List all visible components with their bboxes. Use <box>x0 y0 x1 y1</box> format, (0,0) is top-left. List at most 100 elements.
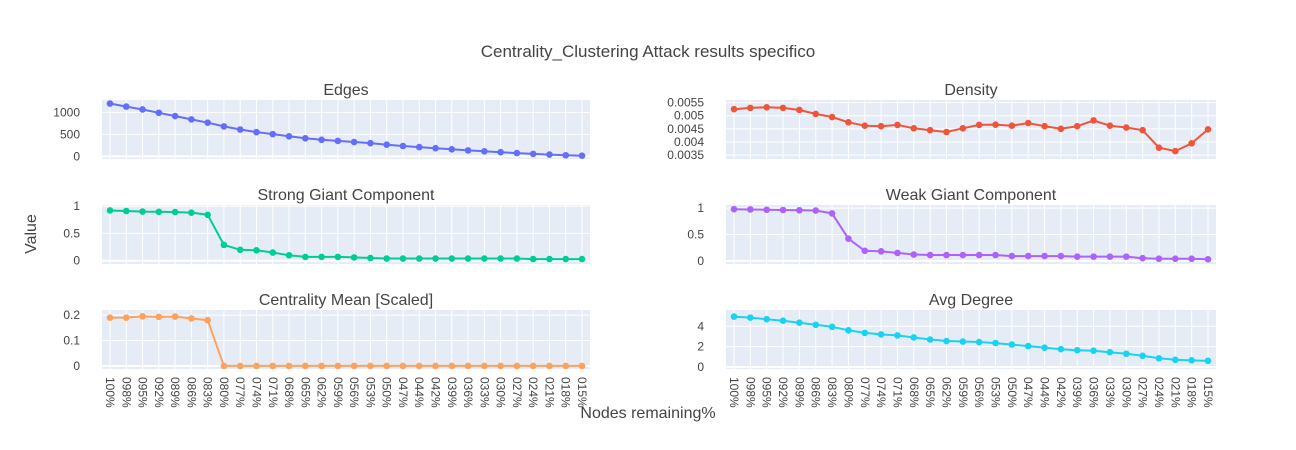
x-tick-label: 027% <box>510 377 524 408</box>
data-point <box>975 121 983 129</box>
data-point <box>1008 122 1016 129</box>
data-point <box>269 130 277 138</box>
y-axis-label: Value <box>23 214 40 254</box>
data-point <box>529 150 537 158</box>
data-point <box>513 149 521 157</box>
data-point <box>285 362 293 370</box>
data-point <box>448 146 456 153</box>
x-tick-label: 092% <box>776 377 790 408</box>
data-point <box>334 362 342 370</box>
data-point <box>432 255 439 262</box>
subplot-title: Weak Giant Component <box>886 187 1057 204</box>
y-tick-label: 0 <box>73 254 80 268</box>
data-point <box>1139 254 1146 262</box>
data-point <box>236 362 244 370</box>
x-tick-label: 100% <box>727 377 741 408</box>
data-point <box>578 152 586 159</box>
x-tick-label: 098% <box>743 377 757 408</box>
x-tick-label: 077% <box>858 377 872 408</box>
y-tick-label: 0.1 <box>63 334 80 348</box>
x-tick-label: 095% <box>136 377 150 408</box>
data-point <box>992 251 999 259</box>
y-tick-label: 0.5 <box>63 226 80 240</box>
data-point <box>122 103 130 110</box>
plot-area <box>102 310 590 369</box>
data-point <box>894 249 901 257</box>
subplot-1: 0 500 1000 Edges <box>53 82 590 163</box>
data-point <box>318 253 325 261</box>
subplot-4: 0 0.5 1 Weak Giant Component <box>687 187 1216 268</box>
y-tick-label: 0.0045 <box>667 122 704 136</box>
data-point <box>1172 356 1179 364</box>
data-point <box>1188 255 1195 263</box>
data-point <box>992 121 999 128</box>
x-tick-label: 027% <box>1136 377 1150 408</box>
data-point <box>926 336 934 343</box>
data-point <box>497 362 504 370</box>
plot-area <box>102 205 590 264</box>
x-tick-label: 030% <box>494 377 508 408</box>
data-point <box>910 334 918 341</box>
data-point <box>350 254 358 261</box>
data-point <box>779 317 787 324</box>
x-tick-label: 024% <box>526 377 540 408</box>
data-point <box>546 151 553 158</box>
data-point <box>845 235 852 243</box>
data-point <box>220 123 228 130</box>
x-tick-label: 059% <box>956 377 970 408</box>
data-point <box>959 125 967 132</box>
data-point <box>861 122 869 129</box>
data-point <box>448 255 456 262</box>
x-tick-label: 086% <box>184 377 198 408</box>
data-point <box>529 255 537 263</box>
subplot-title: Density <box>944 82 997 99</box>
y-tick-label: 4 <box>697 319 704 333</box>
data-point <box>367 139 374 147</box>
data-point <box>106 314 114 321</box>
data-point <box>464 362 472 370</box>
y-tick-label: 0.2 <box>63 308 80 322</box>
data-point <box>1024 119 1032 127</box>
x-tick-label: 039% <box>1070 377 1084 408</box>
data-point <box>350 138 358 146</box>
x-tick-label: 044% <box>412 377 426 408</box>
data-point <box>877 331 885 338</box>
x-tick-label: 042% <box>1054 377 1068 408</box>
data-point <box>1155 355 1163 362</box>
subplot-6: 0 2 4 Avg Degree 100% 098% 095% 092% 089% 086% 083… <box>697 292 1216 408</box>
x-tick-label: 089% <box>792 377 806 408</box>
y-tick-label: 0 <box>73 359 80 373</box>
data-point <box>926 126 934 134</box>
data-point <box>155 109 163 117</box>
data-point <box>513 362 521 370</box>
plot-area <box>102 100 590 159</box>
data-point <box>481 362 488 370</box>
data-point <box>1073 122 1081 130</box>
data-point <box>845 327 852 334</box>
data-point <box>747 104 754 112</box>
data-point <box>877 122 885 130</box>
data-point <box>975 251 983 259</box>
data-point <box>383 255 390 262</box>
x-tick-label: 065% <box>298 377 312 408</box>
data-point <box>861 329 869 337</box>
y-tick-label: 0.004 <box>674 135 704 149</box>
data-point <box>171 313 179 320</box>
data-point <box>383 141 390 148</box>
data-point <box>204 316 211 324</box>
data-point <box>779 104 787 112</box>
data-point <box>334 137 342 145</box>
data-point <box>747 206 754 213</box>
data-point <box>415 362 423 370</box>
data-point <box>1024 252 1032 260</box>
data-point <box>285 251 293 259</box>
data-point <box>828 113 836 121</box>
data-point <box>779 206 787 214</box>
x-tick-label: 044% <box>1038 377 1052 408</box>
x-tick-label: 056% <box>972 377 986 408</box>
data-point <box>432 144 439 152</box>
data-point <box>236 246 244 254</box>
data-point <box>943 251 950 259</box>
x-tick-label: 021% <box>542 377 556 408</box>
